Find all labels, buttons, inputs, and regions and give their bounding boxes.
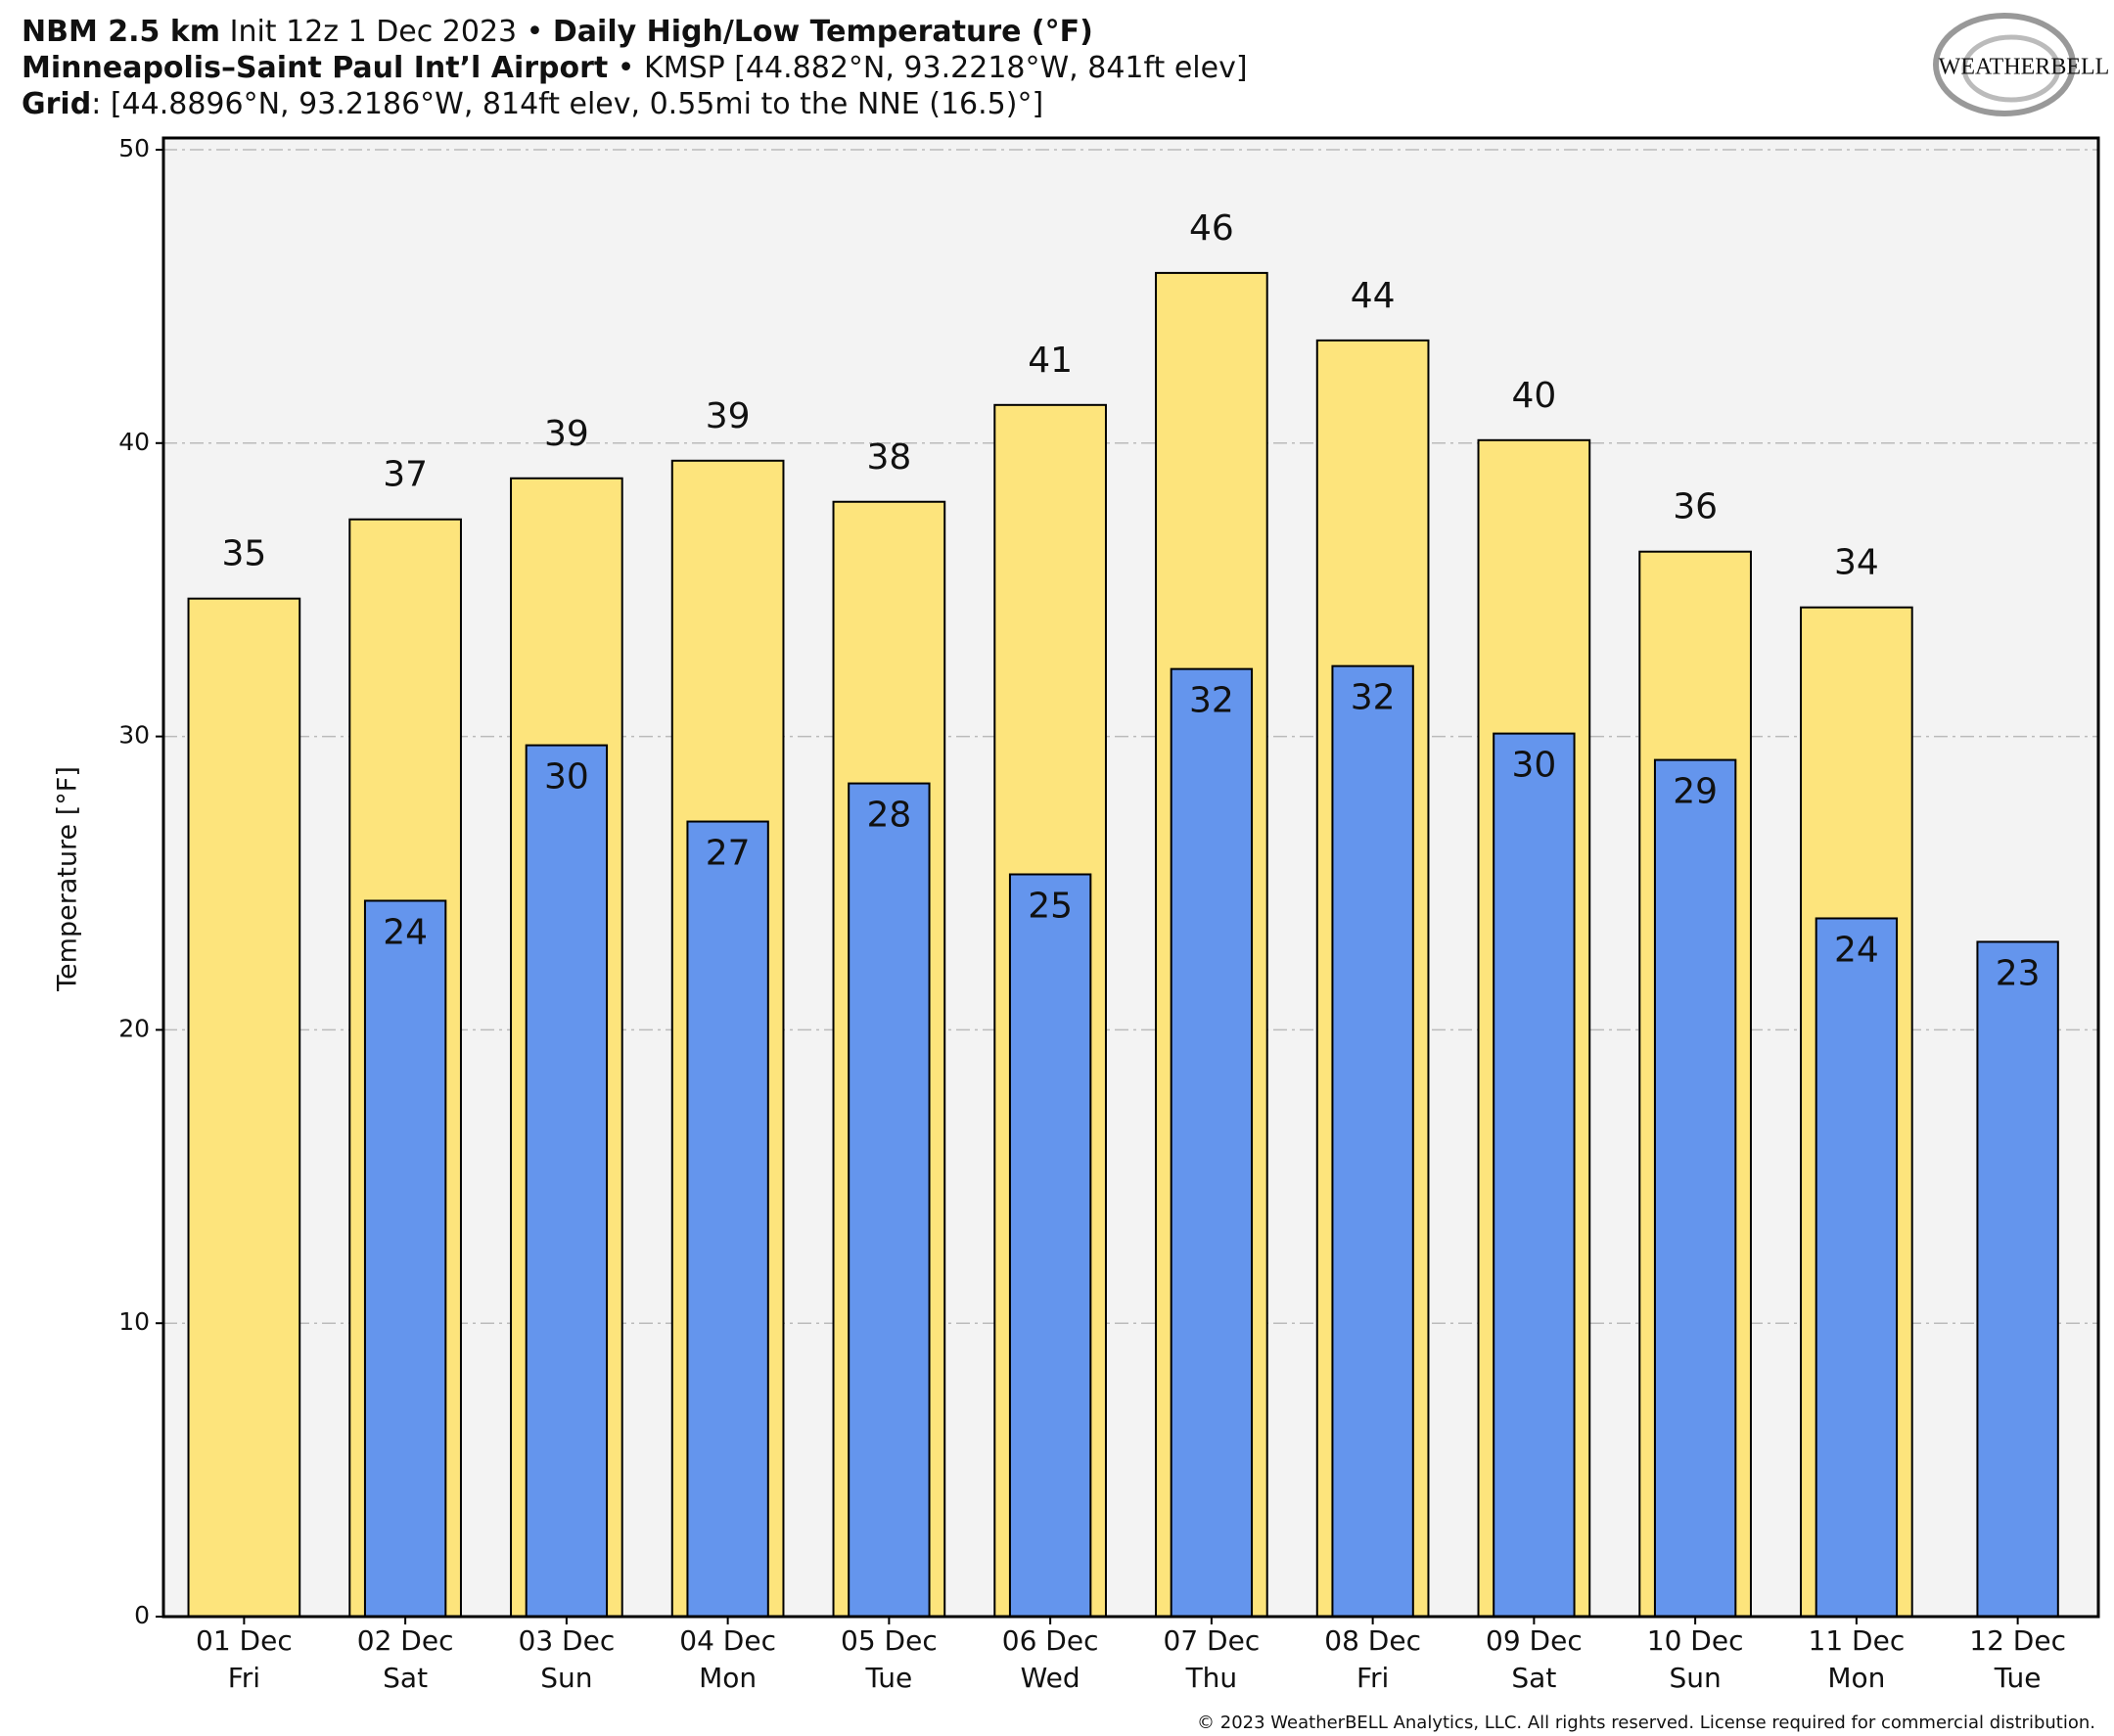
bar [1653,758,1737,1618]
x-tick-weekday: Sat [383,1662,428,1694]
x-tick-weekday: Fri [228,1662,260,1694]
x-tick-label: 02 Dec [357,1624,454,1657]
x-tick-weekday: Sun [540,1662,592,1694]
title-model: NBM 2.5 km [22,15,220,49]
y-tick-label: 10 [118,1307,150,1336]
x-tick-label: 08 Dec [1324,1624,1421,1657]
x-tick-weekday: Wed [1021,1662,1080,1694]
value-label: 40 [1511,376,1556,416]
value-label: 30 [1511,746,1556,786]
value-label: 39 [544,414,589,454]
x-tick-label: 01 Dec [196,1624,293,1657]
x-tick-label: 11 Dec [1809,1624,1906,1657]
value-label: 23 [1996,953,2041,993]
title-station-info: • KMSP [44.882°N, 93.2218°W, 841ft elev] [608,51,1247,85]
labels: 0 10 20 30 40 50 01 Dec Fri 02 Dec Sat 03 Dec Sun 04… [118,134,2066,1694]
x-tick-label: 07 Dec [1164,1624,1261,1657]
value-label: 36 [1673,487,1718,527]
value-label: 37 [383,455,428,495]
logo-swirl [1933,13,2076,116]
x-tick-weekday: Tue [864,1662,912,1694]
logo-swirl [1961,34,2061,103]
value-label: 27 [706,834,751,874]
bar [1170,667,1254,1618]
value-label: 28 [866,796,911,836]
value-label: 30 [544,757,589,798]
bar [1008,873,1092,1618]
y-tick-label: 40 [118,428,150,456]
title-line-3: Grid: [44.8896°N, 93.2186°W, 814ft elev,… [22,87,1043,121]
bar [1331,664,1414,1618]
value-label: 29 [1673,772,1718,812]
x-tick-weekday: Thu [1185,1662,1238,1694]
x-tick-label: 04 Dec [679,1624,776,1657]
x-tick-weekday: Sun [1669,1662,1721,1694]
x-tick-weekday: Tue [1994,1662,2042,1694]
bar [525,744,609,1618]
x-tick-label: 06 Dec [1002,1624,1099,1657]
bars [187,271,2059,1619]
bar [848,782,931,1618]
title-init: Init 12z 1 Dec 2023 • [220,15,553,49]
y-tick-label: 30 [118,721,150,750]
plot-frame [161,136,2100,1619]
x-tick-weekday: Mon [699,1662,757,1694]
x-tick-label: 05 Dec [841,1624,938,1657]
value-label: 32 [1189,681,1234,721]
x-tick-weekday: Mon [1827,1662,1885,1694]
x-tick-label: 10 Dec [1647,1624,1744,1657]
x-tick-label: 09 Dec [1486,1624,1583,1657]
title-station: Minneapolis–Saint Paul Int’l Airport [22,51,608,85]
value-label: 25 [1028,887,1073,927]
y-tick-label: 20 [118,1014,150,1042]
title-line-2: Minneapolis–Saint Paul Int’l Airport • K… [22,51,1248,85]
value-label: 46 [1189,208,1234,249]
value-label: 24 [383,912,428,952]
bar [1815,917,1899,1618]
logo: WEATHERBELL [1933,13,2110,116]
x-tick-label: 03 Dec [519,1624,616,1657]
bar [686,820,769,1618]
x-tick-weekday: Sat [1511,1662,1556,1694]
bar [187,597,301,1618]
plot-area [163,138,2098,1617]
bar [1976,940,2059,1618]
value-label: 34 [1834,543,1879,583]
value-label: 38 [866,437,911,478]
title-line-1: NBM 2.5 km Init 12z 1 Dec 2023 • Daily H… [22,15,1093,49]
value-label: 24 [1834,930,1879,970]
x-tick-label: 12 Dec [1969,1624,2066,1657]
bar [363,899,447,1618]
y-tick-label: 0 [134,1601,150,1629]
value-label: 32 [1351,678,1396,718]
y-axis-label: Temperature [°F] [53,766,83,992]
bar [1493,732,1576,1618]
title-grid-label: Grid [22,87,91,121]
logo-text: WEATHERBELL [1939,55,2110,80]
x-tick-weekday: Fri [1356,1662,1389,1694]
value-label: 39 [706,396,751,436]
footer: © 2023 WeatherBELL Analytics, LLC. All r… [1197,1713,2095,1733]
title-product: Daily High/Low Temperature (°F) [553,15,1093,49]
value-label: 44 [1351,276,1396,316]
y-tick-label: 50 [118,134,150,162]
value-label: 35 [221,534,266,574]
title-grid-info: : [44.8896°N, 93.2186°W, 814ft elev, 0.5… [91,87,1043,121]
value-label: 41 [1028,341,1073,381]
